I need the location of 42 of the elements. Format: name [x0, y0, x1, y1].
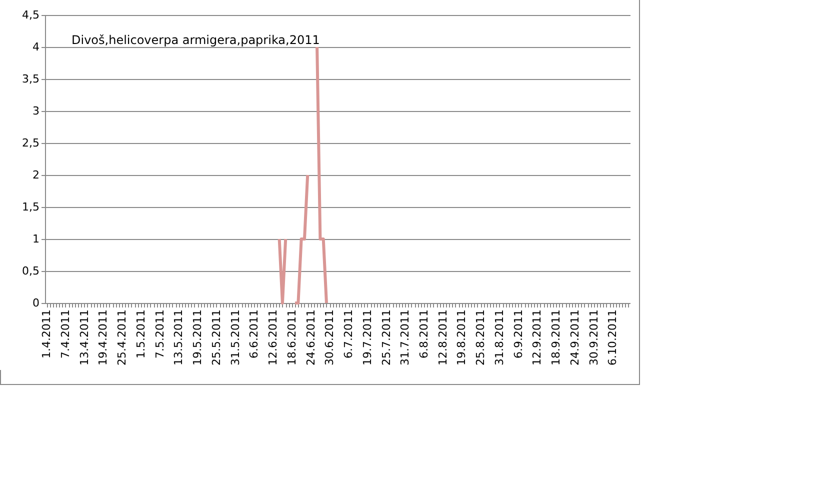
x-tick-label: 25.4.2011 [116, 310, 129, 366]
x-tick-label: 31.7.2011 [398, 310, 412, 366]
x-tick-label: 13.4.2011 [78, 310, 91, 366]
x-tick-label: 7.4.2011 [58, 310, 72, 358]
x-tick-label: 30.9.2011 [587, 310, 600, 366]
x-tick-label: 1.4.2011 [40, 310, 54, 358]
x-tick-label: 18.9.2011 [550, 310, 563, 366]
x-tick-label: 19.5.2011 [191, 310, 204, 366]
x-tick-label: 31.8.2011 [492, 310, 506, 366]
x-tick-label: 13.5.2011 [172, 310, 186, 366]
y-tick-label: 4 [32, 40, 40, 54]
x-tick-label: 6.7.2011 [342, 310, 356, 358]
x-tick-label: 19.7.2011 [360, 310, 374, 366]
y-tick-label: 0,5 [22, 264, 40, 278]
x-tick-label: 24.6.2011 [304, 310, 318, 366]
x-tick-label: 7.5.2011 [153, 310, 166, 358]
y-tick-label: 1,5 [22, 200, 40, 214]
x-tick-label: 18.6.2011 [285, 310, 298, 366]
x-tick-label: 12.9.2011 [530, 310, 544, 366]
x-tick-label: 6.8.2011 [417, 310, 430, 358]
y-tick-label: 3 [32, 104, 40, 118]
x-tick-label: 19.8.2011 [455, 310, 468, 366]
y-tick-label: 4,5 [22, 8, 40, 22]
x-tick-label: 31.5.2011 [228, 310, 242, 366]
x-tick-label: 25.7.2011 [380, 310, 393, 366]
y-tick-label: 2 [32, 168, 40, 182]
x-tick-label: 25.8.2011 [474, 310, 488, 366]
x-tick-label: 30.6.2011 [323, 310, 336, 366]
x-tick-label: 24.9.2011 [568, 310, 582, 366]
y-tick-label: 1 [32, 232, 40, 246]
x-tick-label: 1.5.2011 [134, 310, 148, 358]
y-tick-label: 2,5 [22, 136, 40, 150]
x-tick-label: 25.5.2011 [210, 310, 223, 366]
x-tick-label: 19.4.2011 [96, 310, 110, 366]
x-tick-label: 12.8.2011 [436, 310, 450, 366]
x-tick-label: 6.9.2011 [512, 310, 525, 358]
y-tick-label: 3,5 [22, 72, 40, 86]
text: Divoš,helicoverpa armigera,paprika,2011 [72, 33, 320, 47]
y-tick-label: 0 [32, 296, 40, 310]
x-tick-label: 6.10.2011 [606, 310, 620, 366]
x-tick-label: 6.6.2011 [248, 310, 261, 358]
x-tick-label: 12.6.2011 [266, 310, 280, 366]
